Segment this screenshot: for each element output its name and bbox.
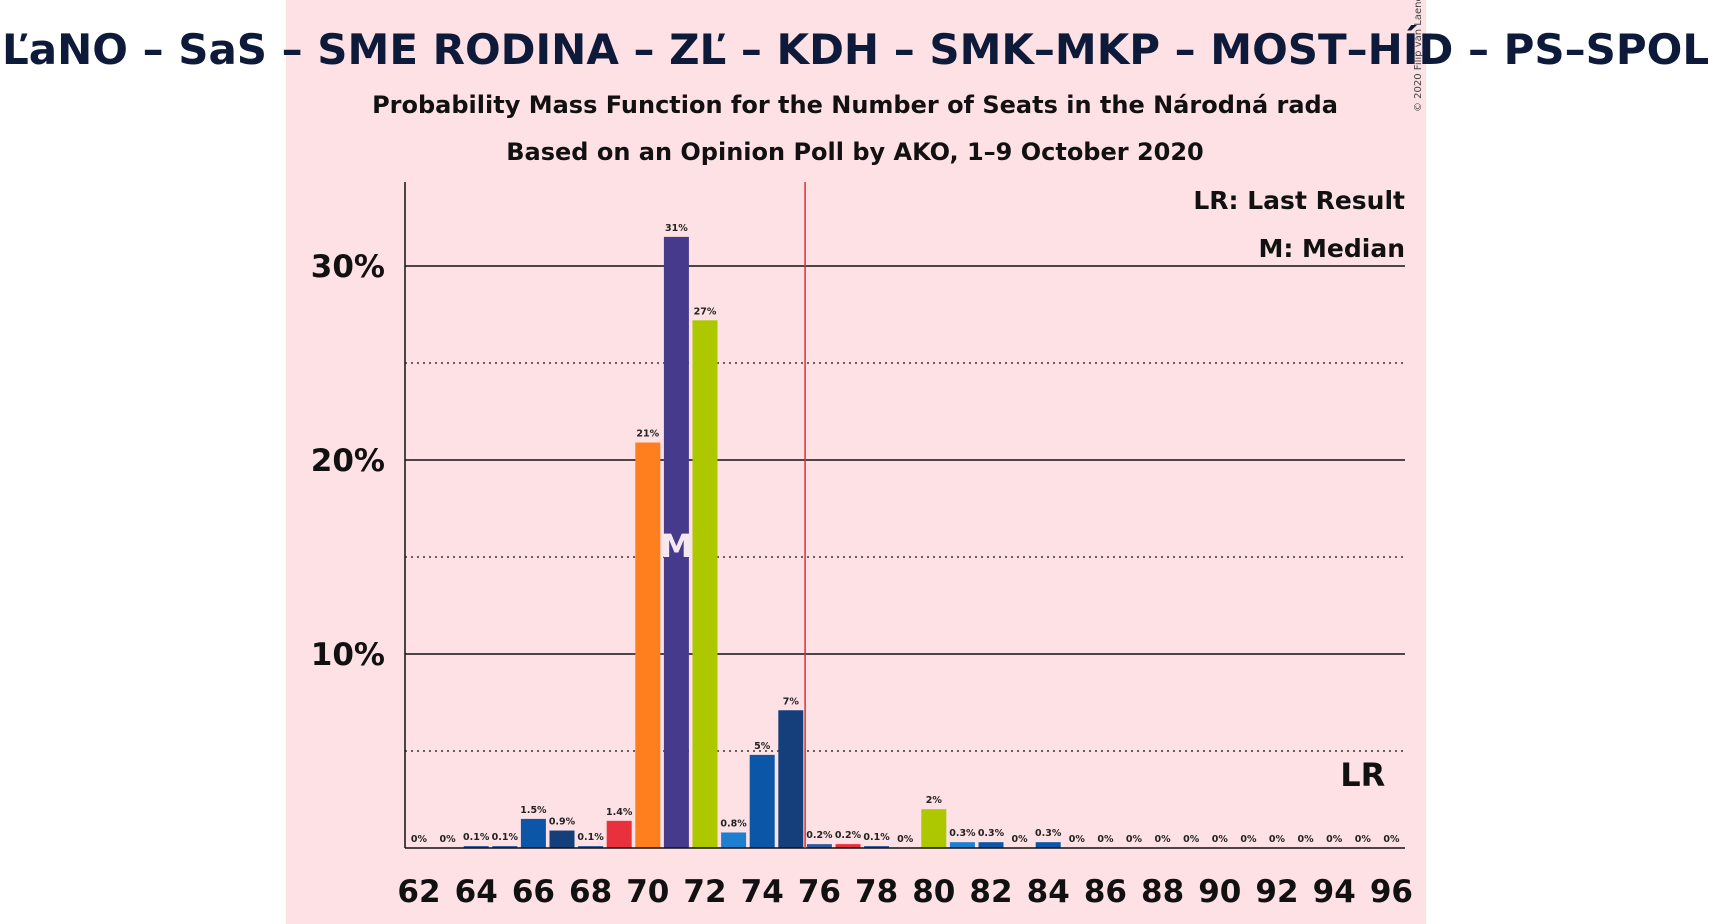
bar-seat-68	[578, 846, 604, 848]
bar-value-label: 31%	[665, 223, 688, 234]
x-tick-label: 88	[1141, 874, 1184, 910]
x-tick-label: 92	[1255, 874, 1298, 910]
x-tick-label: 66	[512, 874, 555, 910]
bar-value-label: 0%	[1298, 834, 1315, 845]
bar-value-label: 0%	[1183, 834, 1200, 845]
x-tick-label: 70	[626, 874, 669, 910]
bar-value-label: 0%	[1097, 834, 1114, 845]
bars-group	[463, 236, 1061, 848]
x-tick-label: 74	[741, 874, 784, 910]
bar-seat-70	[635, 442, 661, 848]
bar-value-label: 0%	[1383, 834, 1400, 845]
bar-seat-74	[749, 754, 775, 848]
last-result-marker: LR	[1340, 756, 1385, 794]
bar-value-label: 0.3%	[949, 828, 976, 839]
bar-value-label: 0%	[1155, 834, 1172, 845]
bar-seat-64	[463, 846, 489, 848]
bar-value-label: 0.2%	[806, 830, 833, 841]
bar-seat-76	[806, 844, 832, 848]
bar-seat-81	[949, 842, 975, 848]
bar-value-label: 0.1%	[463, 832, 490, 843]
x-tick-label: 84	[1027, 874, 1070, 910]
x-tick-label: 64	[455, 874, 498, 910]
x-tick-label: 62	[397, 874, 440, 910]
bar-value-label: 0%	[1126, 834, 1143, 845]
credit-text: © 2020 Filip van Laenen	[1413, 0, 1424, 112]
bar-value-label: 5%	[754, 741, 771, 752]
y-tick-label: 10%	[311, 637, 385, 673]
bar-seat-72	[692, 320, 718, 848]
bar-value-label: 1.4%	[606, 807, 633, 818]
chart-subtitle-line-1: Probability Mass Function for the Number…	[372, 91, 1338, 119]
x-tick-label: 72	[683, 874, 726, 910]
bar-seat-67	[549, 830, 575, 848]
legend-median: M: Median	[1258, 234, 1405, 263]
bar-value-label: 7%	[783, 696, 800, 707]
chart-title: OĽaNO – SaS – SME RODINA – ZĽ – KDH – SM…	[0, 24, 1709, 74]
bar-seat-66	[520, 818, 546, 848]
bar-value-label: 0%	[440, 834, 457, 845]
bar-value-label: 0%	[1212, 834, 1229, 845]
x-tick-label: 94	[1313, 874, 1356, 910]
chart-panel-background	[286, 0, 1426, 924]
x-tick-label: 68	[569, 874, 612, 910]
x-tick-label: 82	[969, 874, 1012, 910]
bar-labels-group: 0% 0% 0.1% 0.1%1.5%0.9%0.1%1.4%21%31%27%0.8…	[411, 223, 1400, 845]
median-marker: M	[660, 527, 692, 565]
bar-value-label: 0.9%	[549, 817, 576, 828]
x-tick-label: 96	[1370, 874, 1413, 910]
bar-value-label: 0%	[1326, 834, 1343, 845]
bar-seat-77	[835, 844, 861, 848]
bar-seat-65	[492, 846, 518, 848]
bar-seat-84	[1035, 842, 1061, 848]
bar-seat-75	[778, 710, 804, 848]
bar-value-label: 0.2%	[835, 830, 862, 841]
x-tick-label: 90	[1198, 874, 1241, 910]
bar-value-label: 0%	[1012, 834, 1029, 845]
bar-value-label: 2%	[926, 795, 943, 806]
bar-value-label: 0.3%	[978, 828, 1005, 839]
bar-value-label: 0.1%	[577, 832, 604, 843]
y-tick-labels: 10% 20% 30%	[311, 249, 385, 673]
x-tick-label: 76	[798, 874, 841, 910]
bar-value-label: 0%	[1069, 834, 1086, 845]
bar-value-label: 21%	[636, 429, 659, 440]
bar-value-label: 0%	[1269, 834, 1286, 845]
bar-value-label: 0%	[411, 834, 428, 845]
x-tick-label: 80	[912, 874, 955, 910]
bar-value-label: 1.5%	[520, 805, 547, 816]
bar-value-label: 0.1%	[492, 832, 519, 843]
bar-seat-78	[864, 846, 890, 848]
y-tick-label: 20%	[311, 443, 385, 479]
bar-seat-80	[921, 809, 947, 848]
bar-seat-73	[721, 832, 747, 848]
chart-subtitle-line-2: Based on an Opinion Poll by AKO, 1–9 Oct…	[506, 138, 1204, 166]
x-tick-label: 86	[1084, 874, 1127, 910]
x-tick-labels: 62 64 66 68 70 72 74 76 78 80 82 84 86 88 90 92 94 96	[397, 874, 1413, 910]
y-tick-label: 30%	[311, 249, 385, 285]
legend-last-result: LR: Last Result	[1193, 186, 1405, 215]
bar-value-label: 0%	[1355, 834, 1372, 845]
bar-value-label: 0.8%	[720, 818, 747, 829]
bar-seat-69	[606, 820, 632, 848]
bar-seat-82	[978, 842, 1004, 848]
x-tick-label: 78	[855, 874, 898, 910]
bar-value-label: 27%	[694, 306, 717, 317]
bar-value-label: 0%	[897, 834, 914, 845]
bar-value-label: 0.3%	[1035, 828, 1062, 839]
bar-value-label: 0.1%	[863, 832, 890, 843]
bar-seat-71	[663, 236, 689, 848]
grid-lines	[405, 265, 1405, 752]
bar-value-label: 0%	[1240, 834, 1257, 845]
